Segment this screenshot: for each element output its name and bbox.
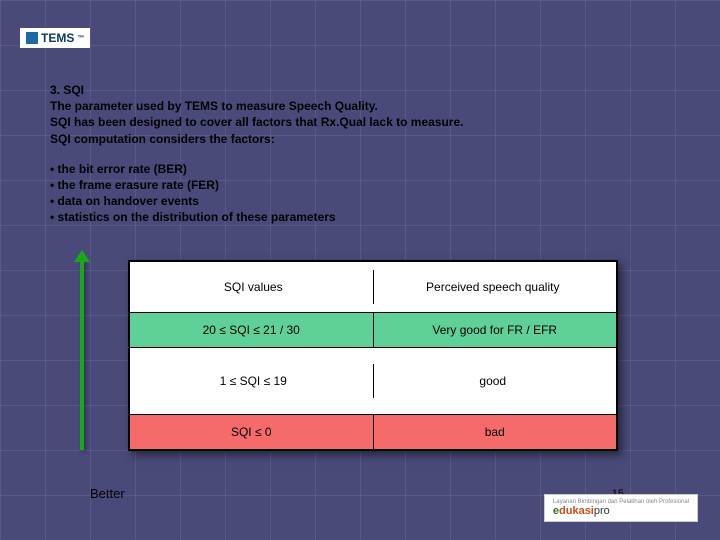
edukasipro-mid: dukasi <box>559 505 594 517</box>
table-header-row: SQI values Perceived speech quality <box>130 262 616 313</box>
content-block: 3. SQI The parameter used by TEMS to mea… <box>50 82 690 246</box>
better-arrow <box>80 260 84 450</box>
arrow-label: Better <box>90 486 125 501</box>
tems-logo-icon <box>26 32 38 44</box>
bullet-item: statistics on the distribution of these … <box>50 209 690 225</box>
intro-line: SQI computation considers the factors: <box>50 131 690 147</box>
table-cell: bad <box>374 415 617 449</box>
table-header-cell: SQI values <box>134 270 374 304</box>
bullet-item: data on handover events <box>50 193 690 209</box>
edukasipro-suffix: pro <box>594 505 610 517</box>
intro-line: The parameter used by TEMS to measure Sp… <box>50 98 690 114</box>
table-row: SQI ≤ 0 bad <box>130 415 616 449</box>
table-row: 20 ≤ SQI ≤ 21 / 30 Very good for FR / EF… <box>130 313 616 348</box>
tems-tm: ™ <box>77 35 84 42</box>
bullet-item: the frame erasure rate (FER) <box>50 177 690 193</box>
bullet-item: the bit error rate (BER) <box>50 161 690 177</box>
table-cell: Very good for FR / EFR <box>374 313 617 347</box>
table-header-cell: Perceived speech quality <box>374 270 613 304</box>
edukasipro-logo: Layanan Bimbingan dan Pelatihan oleh Pro… <box>544 494 698 522</box>
heading: 3. SQI <box>50 82 690 98</box>
table-row: 1 ≤ SQI ≤ 19 good <box>130 348 616 415</box>
table-cell: SQI ≤ 0 <box>130 415 374 449</box>
tems-logo: TEMS™ <box>20 28 90 48</box>
table-cell: good <box>374 364 613 398</box>
tems-logo-text: TEMS <box>41 31 74 45</box>
sqi-table: SQI values Perceived speech quality 20 ≤… <box>128 260 618 451</box>
table-cell: 20 ≤ SQI ≤ 21 / 30 <box>130 313 374 347</box>
bullet-list: the bit error rate (BER) the frame erasu… <box>50 161 690 226</box>
table-cell: 1 ≤ SQI ≤ 19 <box>134 364 374 398</box>
intro-line: SQI has been designed to cover all facto… <box>50 114 690 130</box>
intro-text: 3. SQI The parameter used by TEMS to mea… <box>50 82 690 147</box>
